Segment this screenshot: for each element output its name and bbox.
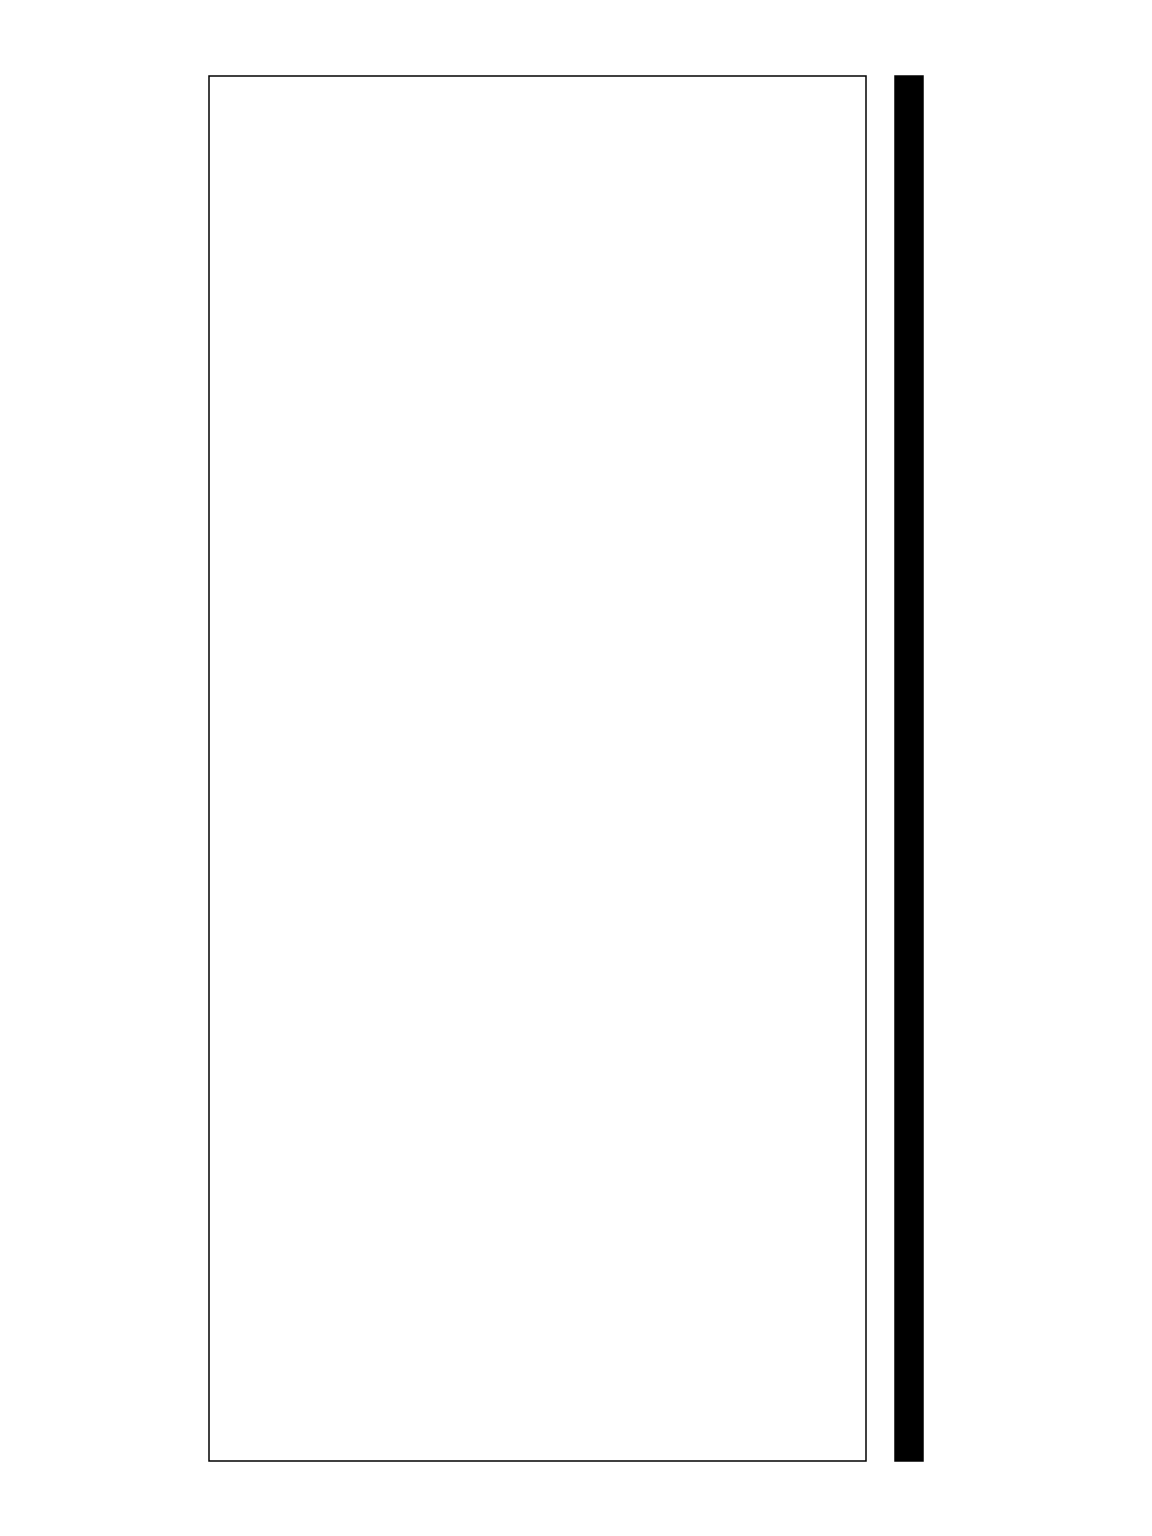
elevation-colorbar [894, 75, 924, 1462]
plot-frame [208, 75, 867, 1462]
